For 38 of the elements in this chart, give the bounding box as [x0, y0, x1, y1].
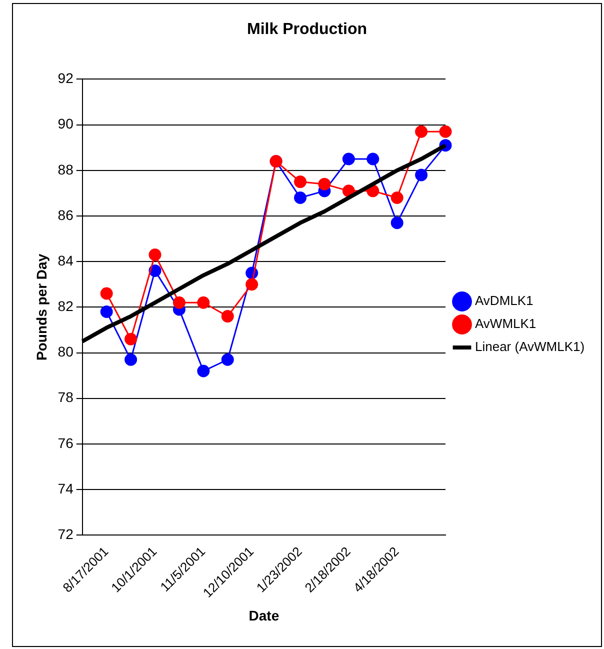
- point: [390, 192, 404, 204]
- point: [172, 296, 186, 309]
- point: [366, 152, 380, 166]
- y-tick-label: 86: [58, 206, 74, 223]
- y-axis-title: Pounds per Day: [33, 254, 50, 360]
- legend-label: AvWMLK1: [475, 316, 536, 332]
- y-tick-label: 88: [58, 161, 74, 178]
- point: [197, 296, 210, 309]
- y-tick-label: 82: [58, 298, 74, 314]
- y-tick-label: 90: [58, 116, 74, 132]
- point: [100, 305, 113, 318]
- legend-label: AvDMLK1: [475, 293, 534, 308]
- point: [197, 364, 210, 378]
- y-tick-label: 92: [58, 70, 74, 86]
- point: [294, 192, 306, 204]
- point: [415, 125, 428, 138]
- point: [294, 176, 306, 188]
- point: [124, 332, 138, 346]
- y-tick-label: 84: [58, 252, 74, 268]
- y-tick-label: 72: [58, 526, 74, 542]
- point: [221, 353, 234, 366]
- y-tick-label: 80: [58, 344, 74, 360]
- y-tick-label: 74: [58, 480, 74, 496]
- point: [100, 287, 113, 300]
- point: [221, 310, 234, 323]
- point: [342, 152, 355, 166]
- x-axis-title: Date: [248, 607, 280, 624]
- y-tick-label: 78: [58, 389, 74, 406]
- chart-title: Milk Production: [247, 21, 367, 38]
- point: [246, 278, 258, 291]
- y-tick-label: 76: [58, 434, 74, 451]
- point: [148, 248, 162, 261]
- point: [415, 168, 428, 182]
- point: [124, 353, 138, 366]
- point: [318, 178, 331, 190]
- point: [439, 125, 452, 138]
- point: [390, 216, 404, 230]
- legend-label: Linear (AvWMLK1): [475, 339, 585, 354]
